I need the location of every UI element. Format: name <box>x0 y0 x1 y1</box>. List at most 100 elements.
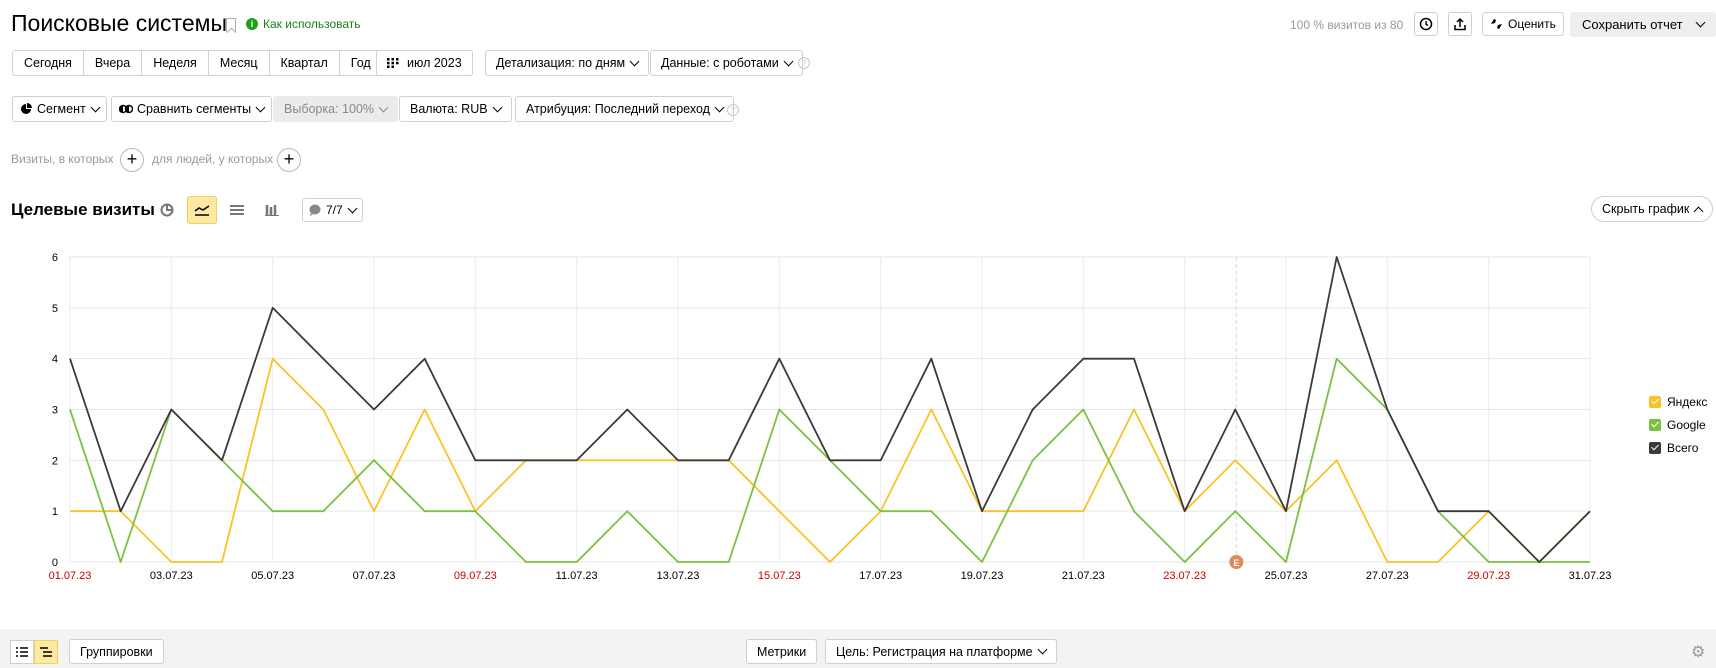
y-tick-label: 4 <box>52 354 58 366</box>
rate-button[interactable]: Оценить <box>1482 12 1564 36</box>
x-tick-label: 19.07.23 <box>961 570 1004 582</box>
chart-type-bar-button[interactable] <box>257 196 287 224</box>
hide-chart-label: Скрыть график <box>1602 202 1690 216</box>
goal-dropdown[interactable]: Цель: Регистрация на платформе <box>825 639 1057 664</box>
x-tick-label: 29.07.23 <box>1467 570 1510 582</box>
period-week[interactable]: Неделя <box>141 50 209 76</box>
hide-chart-button[interactable]: Скрыть график <box>1591 196 1714 222</box>
y-tick-label: 6 <box>52 252 58 264</box>
x-tick-label: 01.07.23 <box>49 570 92 582</box>
metrics-button[interactable]: Метрики <box>746 639 818 664</box>
compare-icon <box>119 104 133 114</box>
legend-label: Google <box>1667 417 1706 432</box>
legend-label: Яндекс <box>1667 394 1708 409</box>
period-yesterday[interactable]: Вчера <box>82 50 143 76</box>
x-tick-label: 23.07.23 <box>1163 570 1206 582</box>
x-tick-label: 27.07.23 <box>1366 570 1409 582</box>
bar-chart-icon <box>265 205 279 216</box>
detalization-dropdown[interactable]: Детализация: по дням <box>485 50 650 76</box>
people-condition-label: для людей, у которых <box>152 152 274 166</box>
currency-dropdown[interactable]: Валюта: RUB <box>399 96 512 122</box>
pie-segment-icon <box>21 103 32 114</box>
attribution-dropdown[interactable]: Атрибуция: Последний переход <box>515 96 734 122</box>
thumbs-icon <box>1491 19 1502 29</box>
x-tick-label: 03.07.23 <box>150 570 193 582</box>
legend-item-yandex[interactable]: Яндекс <box>1649 390 1707 413</box>
series-line <box>70 357 1591 563</box>
calendar-icon <box>387 58 399 68</box>
period-quarter[interactable]: Квартал <box>268 50 340 76</box>
chart-type-pie-button[interactable] <box>152 196 182 224</box>
checkbox-icon[interactable] <box>1649 418 1661 431</box>
period-year[interactable]: Год <box>338 50 383 76</box>
x-tick-label: 15.07.23 <box>758 570 801 582</box>
chevron-down-icon <box>492 102 503 112</box>
period-month[interactable]: Месяц <box>207 50 270 76</box>
tree-view-button[interactable] <box>34 640 58 664</box>
legend-item-google[interactable]: Google <box>1649 413 1707 436</box>
bookmark-icon[interactable] <box>226 18 236 32</box>
date-range-button[interactable]: июл 2023 <box>376 50 473 76</box>
history-button[interactable] <box>1414 12 1438 36</box>
comments-dropdown[interactable]: 7/7 <box>302 198 363 222</box>
pie-chart-icon <box>160 203 174 217</box>
save-report-button[interactable]: Сохранить отчет <box>1570 12 1716 37</box>
page-title: Поисковые системы <box>11 10 227 36</box>
info-icon: i <box>246 18 258 30</box>
segment-label: Сегмент <box>37 102 86 116</box>
detalization-label: Детализация: по дням <box>496 56 626 70</box>
chevron-down-icon <box>347 203 358 213</box>
currency-label: Валюта: RUB <box>410 102 488 116</box>
chart-legend: Яндекс Google Всего <box>1649 390 1707 459</box>
data-robots-dropdown[interactable]: Данные: с роботами <box>650 50 803 76</box>
goal-label: Цель: Регистрация на платформе <box>836 644 1033 659</box>
visits-sample-note: 100 % визитов из 80 <box>1290 18 1404 32</box>
compare-segments-label: Сравнить сегменты <box>137 102 252 116</box>
gear-icon[interactable]: ⚙ <box>1691 644 1706 661</box>
rate-label: Оценить <box>1508 17 1556 31</box>
period-today[interactable]: Сегодня <box>12 50 84 76</box>
attribution-label: Атрибуция: Последний переход <box>526 102 710 116</box>
legend-item-total[interactable]: Всего <box>1649 436 1707 459</box>
export-button[interactable] <box>1448 12 1472 36</box>
clock-icon <box>1419 17 1433 31</box>
add-people-condition-button[interactable]: + <box>277 148 301 172</box>
help-icon[interactable]: ? <box>798 57 810 69</box>
x-tick-label: 13.07.23 <box>657 570 700 582</box>
chevron-down-icon <box>1695 17 1706 28</box>
date-range-label: июл 2023 <box>407 56 462 70</box>
sample-dropdown: Выборка: 100% <box>273 96 398 122</box>
list-icon <box>16 647 28 657</box>
y-tick-label: 2 <box>52 455 58 467</box>
x-tick-label: 25.07.23 <box>1265 570 1308 582</box>
chevron-down-icon <box>629 56 640 66</box>
legend-label: Всего <box>1667 440 1699 455</box>
chart-type-area-button[interactable] <box>222 196 252 224</box>
help-icon[interactable]: ? <box>727 104 739 116</box>
x-tick-label: 07.07.23 <box>353 570 396 582</box>
checkbox-icon[interactable] <box>1649 395 1661 408</box>
chevron-down-icon <box>1037 644 1048 655</box>
comment-icon <box>309 204 321 216</box>
y-tick-label: 1 <box>52 506 58 518</box>
checkbox-icon[interactable] <box>1649 441 1661 454</box>
period-selector: Сегодня Вчера Неделя Месяц Квартал Год <box>12 50 383 76</box>
x-tick-label: 17.07.23 <box>859 570 902 582</box>
chevron-down-icon <box>714 102 725 112</box>
how-to-link[interactable]: i Как использовать <box>246 17 361 31</box>
visits-condition-label: Визиты, в которых <box>11 152 114 166</box>
segment-dropdown[interactable]: Сегмент <box>12 96 107 122</box>
list-view-button[interactable] <box>10 640 34 664</box>
compare-segments-dropdown[interactable]: Сравнить сегменты <box>111 96 273 122</box>
data-robots-label: Данные: с роботами <box>661 56 779 70</box>
line-chart: 0 1 2 3 4 5 6 01.07.23 03.07.23 05.07.23 07.07.23 0… <box>49 252 1612 582</box>
chart-type-line-button[interactable] <box>187 196 217 224</box>
chevron-down-icon <box>783 56 794 66</box>
chart-title: Целевые визиты <box>11 200 155 219</box>
groupings-button[interactable]: Группировки <box>69 639 164 664</box>
x-tick-label: 31.07.23 <box>1569 570 1612 582</box>
add-visit-condition-button[interactable]: + <box>120 148 144 172</box>
area-chart-icon <box>230 205 244 215</box>
table-view-toggle <box>10 640 58 664</box>
save-report-label: Сохранить отчет <box>1582 17 1683 32</box>
